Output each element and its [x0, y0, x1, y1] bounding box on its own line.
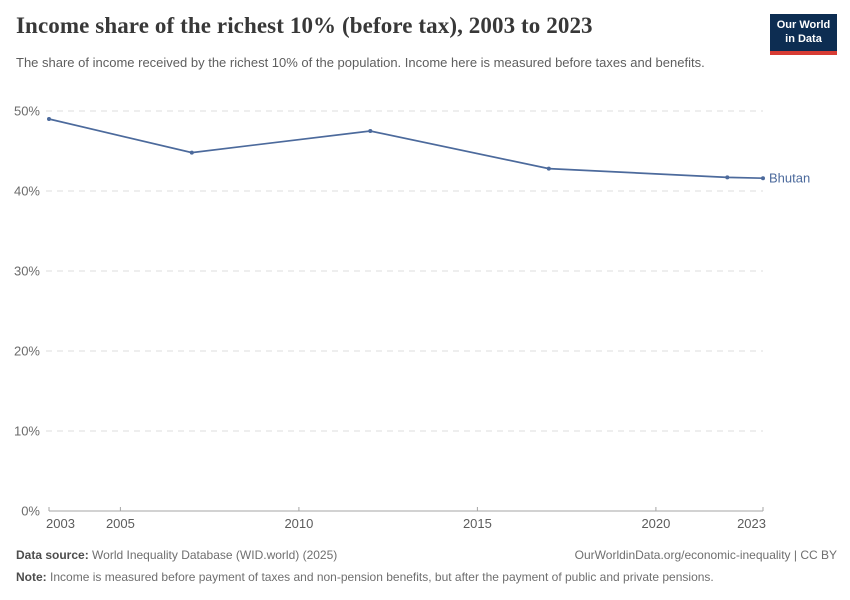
data-source-label: Data source:	[16, 548, 89, 562]
data-point	[546, 166, 551, 171]
data-point	[761, 176, 765, 181]
data-point	[725, 175, 730, 180]
x-tick-label: 2010	[284, 516, 313, 531]
chart-subtitle: The share of income received by the rich…	[16, 55, 705, 70]
data-point	[189, 150, 194, 155]
x-tick-label: 2003	[46, 516, 75, 531]
x-tick-label: 2020	[641, 516, 670, 531]
note-text: Income is measured before payment of tax…	[50, 570, 714, 585]
data-point	[368, 129, 373, 133]
y-tick-label: 10%	[14, 424, 40, 439]
y-tick-label: 30%	[14, 264, 40, 279]
chart-title: Income share of the richest 10% (before …	[16, 13, 593, 38]
y-tick-label: 20%	[14, 344, 40, 359]
line-chart: 0% 10% 20% 30% 40% 50% 2003 2005 2010 2015 2020 202…	[14, 104, 810, 532]
x-tick-label: 2015	[463, 516, 492, 531]
chart-footer: Data source: World Inequality Database (…	[16, 547, 837, 585]
bhutan-line	[48, 118, 764, 180]
data-point	[47, 117, 51, 121]
x-tick-label: 2023	[737, 516, 766, 531]
y-tick-label: 0%	[21, 504, 40, 519]
entity-label: Bhutan	[769, 171, 810, 186]
chart-note: Note: Income is measured before payment …	[16, 569, 837, 585]
owid-logo-line1: Our World	[776, 19, 831, 31]
y-tick-label: 40%	[14, 184, 40, 199]
owid-logo-line2: in Data	[785, 32, 822, 45]
note-label: Note:	[16, 570, 47, 585]
data-source-line: Data source: World Inequality Database (…	[16, 547, 337, 563]
owid-url-license[interactable]: OurWorldinData.org/economic-inequality |…	[574, 548, 837, 562]
y-tick-label: 50%	[14, 104, 40, 119]
owid-logo: Our World in Data	[770, 14, 837, 55]
data-source-link[interactable]: World Inequality Database (WID.world) (2…	[92, 548, 338, 562]
x-tick-label: 2005	[106, 516, 135, 531]
